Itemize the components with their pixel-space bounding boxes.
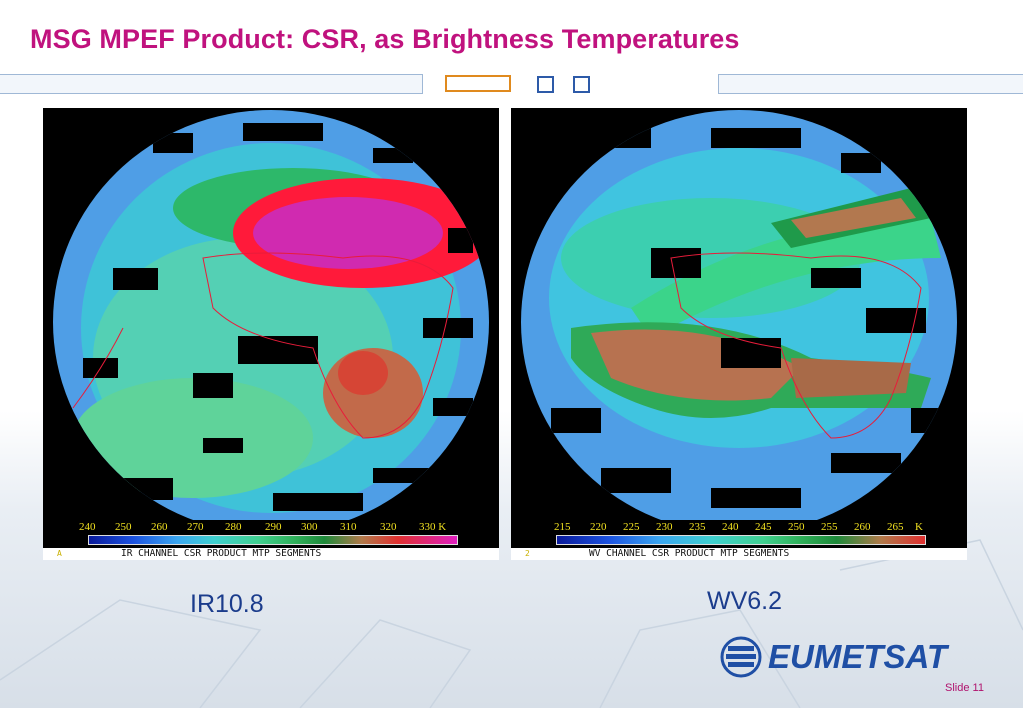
ir-globe-image: [53, 110, 489, 520]
ir-scale-value: 300: [301, 521, 318, 533]
wv-corner-mark: 2: [525, 549, 530, 558]
ir-scale-value: 290: [265, 521, 282, 533]
eumetsat-logo: EUMETSAT: [718, 636, 980, 678]
ir-color-scale-bar: [88, 535, 458, 545]
header-rule-right: [718, 74, 1023, 94]
wv-scale-value: 230: [656, 521, 673, 533]
wv-caption-strip: 2 WV CHANNEL CSR PRODUCT MTP SEGMENTS: [511, 548, 967, 560]
wv-scale-value: 260: [854, 521, 871, 533]
header-rule-left: [0, 74, 423, 94]
wv-scale-labels: 215 220 225 230 235 240 245 250 255 260 …: [511, 521, 967, 535]
wv-scale-unit: K: [915, 521, 923, 533]
ir-scale-value: 250: [115, 521, 132, 533]
wv-scale-value: 215: [554, 521, 571, 533]
ir-scale-value: 280: [225, 521, 242, 533]
wv-globe-image: [521, 110, 957, 520]
wv-scale-value: 225: [623, 521, 640, 533]
eumetsat-logo-text: EUMETSAT: [768, 638, 948, 675]
ir-caption: IR CHANNEL CSR PRODUCT MTP SEGMENTS: [121, 548, 322, 559]
header-orange-box: [445, 75, 511, 92]
slide-title: MSG MPEF Product: CSR, as Brightness Tem…: [30, 24, 740, 54]
ir-panel: 240 250 260 270 280 290 300 310 320 330 …: [43, 108, 499, 560]
header-square-box-2: [573, 76, 590, 93]
ir-scale-value: 270: [187, 521, 204, 533]
wv-panel: 215 220 225 230 235 240 245 250 255 260 …: [511, 108, 967, 560]
ir-channel-label: IR10.8: [190, 590, 264, 618]
eumetsat-globe-icon: [720, 636, 762, 678]
ir-scale-value: 330 K: [419, 521, 447, 533]
wv-scale-value: 235: [689, 521, 706, 533]
wv-scale-value: 255: [821, 521, 838, 533]
ir-scale-value: 310: [340, 521, 357, 533]
wv-color-scale-bar: [556, 535, 926, 545]
ir-caption-strip: A IR CHANNEL CSR PRODUCT MTP SEGMENTS: [43, 548, 499, 560]
ir-scale-value: 320: [380, 521, 397, 533]
header-square-box-1: [537, 76, 554, 93]
ir-scale-labels: 240 250 260 270 280 290 300 310 320 330 …: [43, 521, 499, 535]
wv-caption: WV CHANNEL CSR PRODUCT MTP SEGMENTS: [589, 548, 790, 559]
wv-scale-value: 250: [788, 521, 805, 533]
ir-corner-mark: A: [57, 549, 62, 558]
ir-scale-value: 240: [79, 521, 96, 533]
wv-scale-value: 265: [887, 521, 904, 533]
wv-scale-value: 245: [755, 521, 772, 533]
slide-number: Slide 11: [945, 682, 984, 694]
wv-channel-label: WV6.2: [707, 587, 783, 615]
ir-scale-value: 260: [151, 521, 168, 533]
wv-scale-value: 220: [590, 521, 607, 533]
wv-scale-value: 240: [722, 521, 739, 533]
